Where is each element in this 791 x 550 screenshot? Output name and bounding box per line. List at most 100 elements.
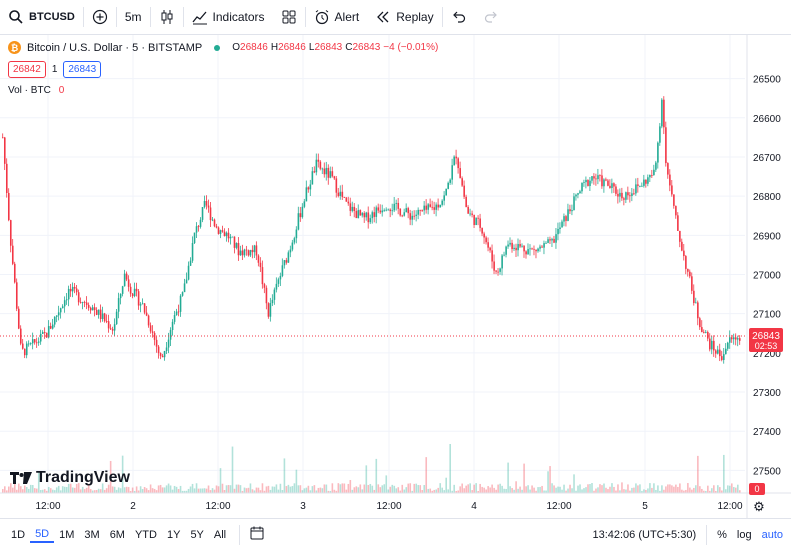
volume-bar — [657, 485, 659, 493]
candle — [265, 285, 268, 310]
candle — [63, 296, 66, 313]
candle — [329, 166, 332, 179]
candle — [641, 182, 643, 187]
symbol-legend[interactable]: ₿ Bitcoin / U.S. Dollar · 5 · BITSTAMP O… — [8, 41, 438, 54]
candle — [281, 258, 284, 278]
volume-bar — [573, 474, 575, 493]
candle — [187, 261, 190, 281]
interval-button[interactable]: 5m — [117, 0, 150, 35]
volume-bar — [341, 483, 344, 493]
clock[interactable]: 13:42:06 (UTC+5:30) — [592, 528, 697, 541]
layouts-button[interactable] — [273, 0, 305, 35]
range-3m[interactable]: 3M — [84, 528, 100, 541]
volume-legend[interactable]: Vol · BTC 0 — [8, 85, 64, 96]
candle — [685, 254, 687, 275]
volume-bar — [635, 483, 637, 493]
candle — [355, 208, 358, 219]
log-toggle[interactable]: log — [736, 528, 752, 541]
undo-button[interactable] — [443, 0, 475, 35]
candle — [263, 282, 266, 294]
range-5d[interactable]: 5D — [30, 527, 55, 543]
volume-bar — [611, 483, 613, 493]
candle — [607, 178, 609, 187]
volume-bar — [425, 457, 428, 493]
candle — [291, 239, 294, 252]
candle — [145, 305, 148, 317]
candle — [301, 203, 304, 219]
volume-bar — [83, 489, 86, 493]
range-6m[interactable]: 6M — [109, 528, 125, 541]
buy-button[interactable]: 26843 — [63, 61, 102, 78]
volume-bar — [79, 489, 82, 493]
volume-bar — [471, 490, 473, 493]
chart-pane[interactable]: 27500 27400 27300 27200 27100 27000 26900 26800… — [0, 35, 791, 518]
volume-bar — [11, 487, 14, 493]
candle — [333, 175, 336, 180]
range-ytd[interactable]: YTD — [134, 528, 157, 541]
range-1d[interactable]: 1D — [11, 528, 26, 541]
redo-button[interactable] — [475, 0, 507, 35]
volume-bar — [373, 489, 376, 493]
candle — [511, 239, 513, 253]
redo-icon — [484, 11, 497, 23]
candle — [635, 178, 637, 196]
candle — [555, 228, 557, 249]
volume-bar — [329, 490, 332, 493]
replay-button[interactable]: Replay — [367, 0, 441, 35]
candle — [197, 225, 200, 232]
range-1m[interactable]: 1M — [59, 528, 75, 541]
compare-symbol-button[interactable] — [84, 0, 116, 35]
candle — [171, 319, 174, 336]
range-all[interactable]: All — [213, 528, 227, 541]
candle — [17, 306, 20, 330]
candle — [441, 199, 444, 207]
price-chart[interactable]: 27500 27400 27300 27200 27100 27000 26900 26800… — [0, 35, 791, 518]
volume-bar — [319, 487, 322, 493]
alert-button[interactable]: Alert — [306, 0, 368, 35]
range-5y[interactable]: 5Y — [190, 528, 204, 541]
sell-button[interactable]: 26842 — [8, 61, 46, 78]
volume-bar — [449, 444, 451, 493]
volume-bar — [297, 485, 300, 493]
candle — [709, 333, 711, 352]
volume-bar — [199, 488, 202, 493]
candle — [737, 335, 739, 347]
volume-bar — [85, 487, 88, 493]
volume-bar — [67, 483, 70, 493]
volume-bar — [493, 487, 495, 493]
settings-icon[interactable]: ⚙ — [753, 499, 765, 514]
candle — [243, 248, 246, 258]
candle — [583, 179, 585, 187]
symbol-search[interactable]: BTCUSD — [0, 0, 83, 35]
volume-bar — [293, 483, 296, 493]
search-icon — [9, 10, 23, 24]
go-to-date-button[interactable] — [240, 526, 269, 543]
volume-bar — [265, 486, 268, 493]
percent-toggle[interactable]: % — [717, 528, 727, 541]
volume-bar — [13, 483, 16, 493]
candle — [383, 208, 386, 212]
candle — [551, 237, 553, 248]
time-tick-label: 12:00 — [205, 501, 230, 512]
range-1y[interactable]: 1Y — [166, 528, 181, 541]
volume-bar — [675, 484, 677, 493]
volume-bar — [389, 486, 392, 493]
volume-bar — [547, 471, 549, 493]
tradingview-logo[interactable]: TradingView — [10, 469, 130, 487]
volume-bar — [731, 483, 733, 493]
volume-bar — [455, 490, 457, 493]
volume-bar — [207, 485, 210, 493]
candle — [15, 278, 18, 312]
divider — [239, 524, 241, 545]
time-tick-label: 12:00 — [546, 501, 571, 512]
indicators-button[interactable]: Indicators — [184, 0, 273, 35]
volume-bar — [253, 490, 256, 493]
volume-bar — [101, 483, 104, 493]
chart-type-button[interactable] — [151, 0, 183, 35]
candle — [343, 196, 346, 198]
volume-bar — [691, 489, 693, 493]
volume-bar — [593, 490, 595, 493]
auto-scale-toggle[interactable]: auto — [761, 528, 783, 541]
volume-bar — [531, 485, 533, 493]
volume-bar — [139, 486, 142, 493]
